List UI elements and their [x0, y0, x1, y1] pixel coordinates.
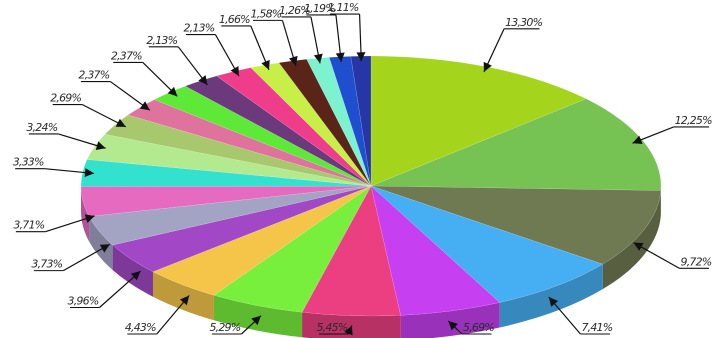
- pie-label: 3,96%: [68, 270, 141, 309]
- slice-percent-label: 2,69%: [50, 92, 81, 105]
- pie-label: 1,26%: [279, 4, 323, 64]
- pie-slice-side: [89, 216, 113, 271]
- pie-label: 9,72%: [633, 242, 713, 269]
- pie-slices: [80, 55, 662, 317]
- pie-label: 2,69%: [50, 92, 127, 128]
- pie-slice: [104, 114, 372, 187]
- pie-slice: [370, 185, 604, 303]
- pie-slice-side: [400, 302, 500, 338]
- pie-slice: [370, 98, 662, 191]
- pie-slice: [86, 134, 372, 187]
- pie-slice-side: [602, 190, 661, 290]
- slice-percent-label: 2,37%: [111, 49, 142, 62]
- pie-slice: [112, 185, 372, 272]
- slice-percent-label: 3,24%: [26, 121, 57, 134]
- pie-label: 13,30%: [483, 16, 543, 73]
- slice-percent-label: 1,26%: [279, 4, 310, 17]
- pie-label: 3,24%: [26, 121, 106, 150]
- pie-slice-side: [81, 186, 90, 242]
- pie-label: 3,73%: [31, 243, 111, 272]
- pie-slice-side: [112, 245, 153, 297]
- pie-slice-side: [213, 295, 303, 338]
- pie-slice: [370, 185, 662, 265]
- pie-label: 3,33%: [13, 156, 95, 178]
- slice-percent-label: 1,11%: [328, 1, 359, 14]
- pie-label: 4,43%: [125, 295, 190, 335]
- slice-percent-label: 3,96%: [68, 294, 99, 307]
- pie-label: 5,69%: [447, 320, 495, 335]
- pie-label: 2,37%: [78, 69, 151, 111]
- pie-label: 2,13%: [183, 22, 240, 77]
- pie-label: 12,25%: [632, 114, 713, 145]
- slice-percent-label: 2,13%: [183, 22, 214, 35]
- slice-percent-label: 5,29%: [209, 321, 240, 334]
- slice-percent-label: 1,58%: [251, 7, 282, 20]
- pie-slice: [127, 99, 372, 187]
- slice-percent-label: 5,69%: [463, 321, 494, 334]
- pie-label: 1,66%: [219, 13, 270, 71]
- slice-percent-label: 1,19%: [304, 2, 335, 15]
- slice-percent-label: 3,33%: [13, 156, 44, 169]
- slice-percent-label: 7,41%: [581, 321, 612, 334]
- pie-label: 5,45%: [316, 321, 353, 336]
- slice-percent-label: 9,72%: [681, 255, 712, 268]
- pie-label: 2,37%: [111, 49, 178, 97]
- pie-label: 1,11%: [328, 1, 366, 62]
- pie-slice: [152, 185, 372, 296]
- pie-labels: 13,30% 12,25% 9,72% 7,41% 5,69% 5,45% 5,29% 4,4…: [13, 1, 713, 336]
- pie-slice: [370, 185, 501, 316]
- slice-percent-label: 3,71%: [13, 219, 44, 232]
- pie-label: 5,29%: [209, 315, 262, 335]
- pie-label: 7,41%: [548, 296, 614, 335]
- pie-slice: [213, 185, 372, 313]
- slice-percent-label: 4,43%: [125, 321, 156, 334]
- slice-percent-label: 1,66%: [219, 13, 250, 26]
- slice-percent-label: 2,37%: [78, 69, 109, 82]
- pie-label: 1,19%: [304, 2, 345, 62]
- pie-slice: [301, 185, 401, 317]
- pie-slice-side: [152, 271, 214, 321]
- pie-label: 3,71%: [13, 214, 95, 233]
- pie-label: 2,13%: [146, 34, 208, 86]
- pie-slice-side: [302, 312, 401, 338]
- slice-percent-label: 3,73%: [31, 258, 62, 271]
- pie-slice-side: [499, 264, 603, 328]
- pie-sides: [81, 186, 661, 338]
- pie-label: 1,58%: [251, 7, 298, 67]
- slice-percent-label: 2,13%: [146, 34, 177, 47]
- slice-percent-label: 12,25%: [675, 114, 712, 127]
- slice-percent-label: 13,30%: [505, 16, 542, 29]
- slice-percent-label: 5,45%: [316, 321, 347, 334]
